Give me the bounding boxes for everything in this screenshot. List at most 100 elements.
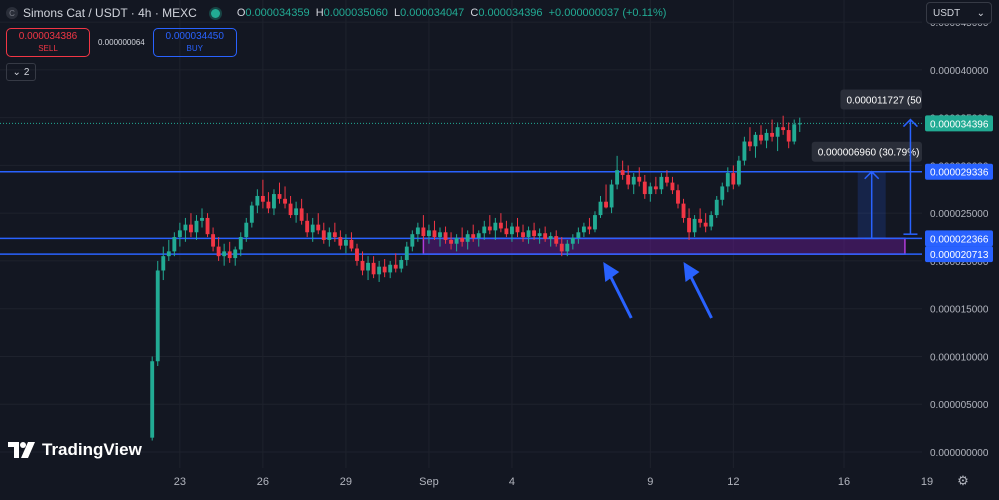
price-tag-bg xyxy=(925,230,993,247)
candle-body xyxy=(543,233,548,239)
annotation-arrow-head xyxy=(603,262,620,282)
candle-body xyxy=(476,233,481,239)
candle-body xyxy=(460,238,465,242)
candle-body xyxy=(626,174,631,185)
candle-body xyxy=(609,184,614,208)
candle-body xyxy=(349,239,354,249)
candle-body xyxy=(277,194,282,199)
candle-body xyxy=(565,243,570,252)
chart-grid xyxy=(0,0,928,468)
candle-body xyxy=(559,243,564,252)
candle-body xyxy=(725,173,730,187)
price-tag: 0.000020713 xyxy=(930,250,989,261)
candle-body xyxy=(321,230,326,240)
candle-body xyxy=(653,186,658,190)
candle-body xyxy=(238,237,243,250)
candle-body xyxy=(432,230,437,238)
support-zone[interactable] xyxy=(422,237,906,255)
symbol-title[interactable]: Simons Cat / USDT · 4h · MEXC xyxy=(23,6,197,20)
time-tick: Sep xyxy=(419,476,439,488)
close-value: 0.000034396 xyxy=(478,7,543,19)
candle-body xyxy=(449,239,454,244)
candle-body xyxy=(327,232,332,240)
currency-select[interactable]: USDT ⌄ xyxy=(926,2,992,24)
candle-body xyxy=(548,236,553,239)
buy-button[interactable]: 0.000034450 BUY xyxy=(152,28,237,57)
candle-body xyxy=(510,226,514,235)
open-label: O xyxy=(236,7,246,19)
candle-body xyxy=(736,160,741,185)
candle-body xyxy=(249,205,254,223)
arrows-layer xyxy=(603,262,713,319)
change-value: +0.000000037 (+0.11%) xyxy=(548,7,667,19)
price-tick: 0.000000000 xyxy=(930,448,989,459)
candle-body xyxy=(438,232,442,238)
time-tick: 16 xyxy=(838,476,850,488)
candle-body xyxy=(388,264,393,273)
candles-layer xyxy=(150,115,802,441)
candle-body xyxy=(792,124,797,142)
time-tick: 26 xyxy=(257,476,269,488)
candle-body xyxy=(692,218,697,233)
price-tag-bg xyxy=(925,246,993,263)
close-label: C xyxy=(470,7,479,19)
candle-body xyxy=(360,260,365,271)
price-tag-bg xyxy=(925,115,993,132)
market-status-icon xyxy=(210,8,220,18)
measure-label: 0.000006960 (30.79%) 6,960 xyxy=(818,148,948,159)
candle-body xyxy=(648,186,653,195)
candle-body xyxy=(526,230,531,238)
annotation-arrow-shaft xyxy=(689,275,713,319)
candle-body xyxy=(775,127,780,137)
candle-body xyxy=(570,238,575,244)
candle-body xyxy=(222,251,227,257)
price-tag: 0.000022366 xyxy=(930,234,989,245)
candle-body xyxy=(709,215,714,227)
chevron-down-icon: ⌄ xyxy=(12,66,21,78)
candle-body xyxy=(205,217,210,235)
indicators-toggle[interactable]: ⌄ 2 xyxy=(6,63,36,81)
candle-body xyxy=(294,208,299,216)
price-tag-bg xyxy=(925,163,993,180)
symbol-legend: C Simons Cat / USDT · 4h · MEXC O 0.00003… xyxy=(6,4,666,22)
candle-body xyxy=(664,176,669,183)
candle-body xyxy=(426,230,431,237)
candle-body xyxy=(615,170,620,185)
candle-body xyxy=(316,224,321,231)
measure-label-bg xyxy=(811,141,922,162)
candle-body xyxy=(471,234,476,239)
candle-body xyxy=(233,249,238,259)
tradingview-logo: TradingView xyxy=(8,440,142,460)
candle-body xyxy=(537,233,542,237)
candle-body xyxy=(260,195,265,202)
candle-body xyxy=(172,237,177,252)
candle-body xyxy=(781,127,786,131)
symbol-icon: C xyxy=(6,7,18,19)
candle-body xyxy=(598,201,603,216)
candle-body xyxy=(581,226,586,233)
price-tag: 0.000029336 xyxy=(930,168,989,179)
candle-body xyxy=(366,262,370,271)
price-tag: 0.000034396 xyxy=(930,119,989,130)
candle-body xyxy=(371,262,376,275)
high-value: 0.000035060 xyxy=(323,7,388,19)
candle-body xyxy=(355,248,359,261)
candle-body xyxy=(272,194,276,209)
candle-body xyxy=(676,190,680,204)
annotation-arrow-shaft xyxy=(608,275,633,319)
candle-body xyxy=(155,270,160,362)
candle-body xyxy=(189,224,193,233)
candle-body xyxy=(642,181,647,195)
time-tick: 19 xyxy=(921,476,933,488)
trade-panel: 0.000034386 SELL 0.000000064 0.000034450… xyxy=(6,28,237,57)
sell-button[interactable]: 0.000034386 SELL xyxy=(6,28,90,57)
gear-icon[interactable]: ⚙ xyxy=(957,473,969,488)
candle-body xyxy=(498,222,503,229)
candle-body xyxy=(216,246,221,257)
candle-body xyxy=(183,224,188,231)
price-tick: 0.000005000 xyxy=(930,400,989,411)
candle-body xyxy=(454,238,459,244)
spread-value: 0.000000064 xyxy=(98,38,145,47)
